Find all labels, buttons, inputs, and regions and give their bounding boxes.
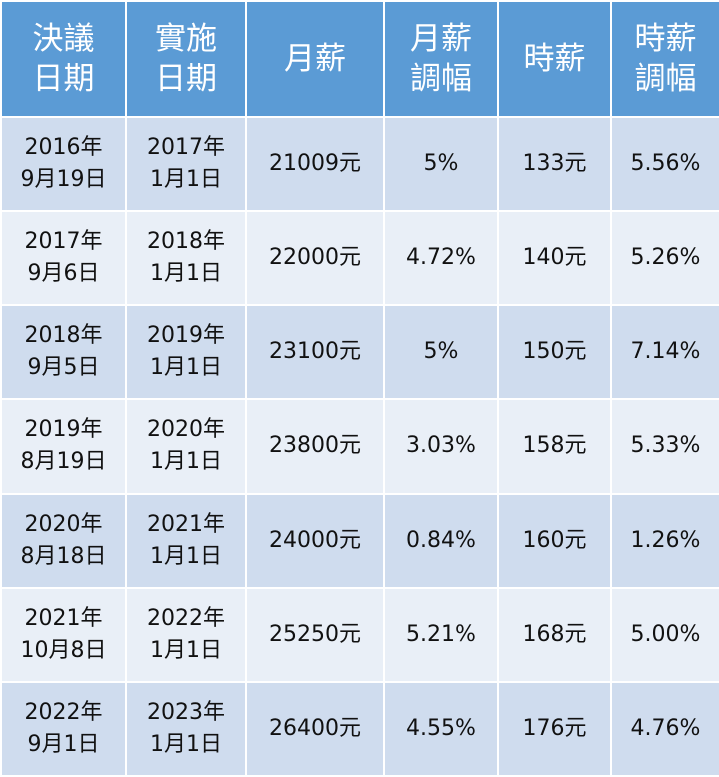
- cell-line: 1月1日: [150, 261, 222, 287]
- cell-hourly-change: 4.76%: [610, 680, 719, 777]
- cell-line: 8月18日: [20, 543, 107, 569]
- cell-line: 8月19日: [20, 449, 107, 475]
- cell-decision-date: 2019年 8月19日: [0, 398, 127, 495]
- cell-hourly-change: 5.26%: [610, 210, 719, 307]
- column-header-monthly-wage: 月薪: [245, 0, 385, 118]
- cell-monthly-wage: 22000元: [245, 210, 385, 307]
- column-header-monthly-change: 月薪 調幅: [383, 0, 499, 118]
- header-row: 決議 日期 實施 日期 月薪 月薪 調幅 時薪 時薪 調幅: [0, 0, 719, 118]
- cell-monthly-change: 5.21%: [383, 586, 499, 683]
- cell-line: 2017年: [24, 229, 103, 255]
- cell-hourly-change: 7.14%: [610, 304, 719, 401]
- cell-decision-date: 2018年 9月5日: [0, 304, 127, 401]
- cell-line: 1月1日: [150, 167, 222, 193]
- cell-line: 2022年: [147, 605, 225, 631]
- cell-effective-date: 2020年 1月1日: [125, 398, 247, 495]
- column-header-effective-date: 實施 日期: [125, 0, 247, 118]
- header-line: 時薪: [523, 41, 586, 77]
- header-line: 日期: [32, 61, 95, 97]
- table-row: 2017年 9月6日 2018年 1月1日 22000元 4.72% 140元 5.26%: [0, 210, 719, 307]
- cell-effective-date: 2021年 1月1日: [125, 492, 247, 589]
- cell-effective-date: 2017年 1月1日: [125, 115, 247, 213]
- cell-line: 9月6日: [27, 261, 100, 287]
- cell-hourly-wage: 160元: [497, 492, 612, 589]
- table-row: 2019年 8月19日 2020年 1月1日 23800元 3.03% 158元 5.33%: [0, 398, 719, 495]
- header-line: 時薪: [634, 21, 697, 57]
- cell-hourly-wage: 176元: [497, 680, 612, 777]
- cell-effective-date: 2023年 1月1日: [125, 680, 247, 777]
- table-row: 2018年 9月5日 2019年 1月1日 23100元 5% 150元 7.14%: [0, 304, 719, 401]
- table-row: 2020年 8月18日 2021年 1月1日 24000元 0.84% 160元 1.26%: [0, 492, 719, 589]
- cell-effective-date: 2022年 1月1日: [125, 586, 247, 683]
- cell-monthly-wage: 23800元: [245, 398, 385, 495]
- cell-line: 1月1日: [150, 637, 222, 663]
- cell-monthly-change: 4.72%: [383, 210, 499, 307]
- header-line: 日期: [155, 61, 217, 97]
- header-line: 決議: [32, 21, 95, 57]
- cell-line: 9月19日: [20, 167, 107, 193]
- cell-hourly-change: 5.56%: [610, 115, 719, 213]
- cell-hourly-change: 5.33%: [610, 398, 719, 495]
- cell-line: 2022年: [24, 699, 103, 725]
- cell-monthly-change: 5%: [383, 115, 499, 213]
- cell-line: 9月5日: [27, 355, 100, 381]
- header-line: 調幅: [410, 61, 472, 97]
- cell-monthly-wage: 26400元: [245, 680, 385, 777]
- cell-line: 2021年: [24, 605, 103, 631]
- header-line: 月薪: [284, 41, 346, 77]
- cell-line: 2018年: [24, 323, 103, 349]
- cell-decision-date: 2022年 9月1日: [0, 680, 127, 777]
- cell-hourly-change: 5.00%: [610, 586, 719, 683]
- cell-hourly-wage: 158元: [497, 398, 612, 495]
- cell-hourly-wage: 133元: [497, 115, 612, 213]
- cell-decision-date: 2021年 10月8日: [0, 586, 127, 683]
- cell-line: 2020年: [147, 417, 225, 443]
- cell-line: 10月8日: [20, 637, 107, 663]
- header-line: 實施: [155, 21, 217, 57]
- cell-effective-date: 2019年 1月1日: [125, 304, 247, 401]
- cell-hourly-wage: 168元: [497, 586, 612, 683]
- table-row: 2022年 9月1日 2023年 1月1日 26400元 4.55% 176元 4.76%: [0, 680, 719, 777]
- cell-line: 1月1日: [150, 731, 222, 757]
- cell-monthly-wage: 25250元: [245, 586, 385, 683]
- cell-monthly-change: 3.03%: [383, 398, 499, 495]
- cell-line: 2019年: [147, 323, 225, 349]
- table-row: 2021年 10月8日 2022年 1月1日 25250元 5.21% 168元 5.00%: [0, 586, 719, 683]
- cell-line: 2018年: [147, 229, 225, 255]
- cell-line: 9月1日: [27, 731, 100, 757]
- column-header-hourly-change: 時薪 調幅: [610, 0, 719, 118]
- header-line: 月薪: [410, 21, 472, 57]
- cell-effective-date: 2018年 1月1日: [125, 210, 247, 307]
- cell-hourly-change: 1.26%: [610, 492, 719, 589]
- cell-line: 1月1日: [150, 449, 222, 475]
- cell-decision-date: 2020年 8月18日: [0, 492, 127, 589]
- table-row: 2016年 9月19日 2017年 1月1日 21009元 5% 133元 5.56%: [0, 115, 719, 213]
- cell-hourly-wage: 150元: [497, 304, 612, 401]
- cell-monthly-change: 0.84%: [383, 492, 499, 589]
- cell-line: 2021年: [147, 511, 225, 537]
- cell-monthly-change: 5%: [383, 304, 499, 401]
- cell-monthly-wage: 23100元: [245, 304, 385, 401]
- cell-decision-date: 2017年 9月6日: [0, 210, 127, 307]
- cell-line: 2019年: [24, 417, 103, 443]
- cell-line: 1月1日: [150, 543, 222, 569]
- cell-decision-date: 2016年 9月19日: [0, 115, 127, 213]
- cell-monthly-wage: 21009元: [245, 115, 385, 213]
- column-header-decision-date: 決議 日期: [0, 0, 127, 118]
- header-line: 調幅: [634, 61, 697, 97]
- cell-line: 2020年: [24, 511, 103, 537]
- cell-hourly-wage: 140元: [497, 210, 612, 307]
- column-header-hourly-wage: 時薪: [497, 0, 612, 118]
- cell-monthly-change: 4.55%: [383, 680, 499, 777]
- cell-monthly-wage: 24000元: [245, 492, 385, 589]
- cell-line: 2023年: [147, 699, 225, 725]
- cell-line: 1月1日: [150, 355, 222, 381]
- cell-line: 2016年: [24, 135, 103, 161]
- cell-line: 2017年: [147, 135, 225, 161]
